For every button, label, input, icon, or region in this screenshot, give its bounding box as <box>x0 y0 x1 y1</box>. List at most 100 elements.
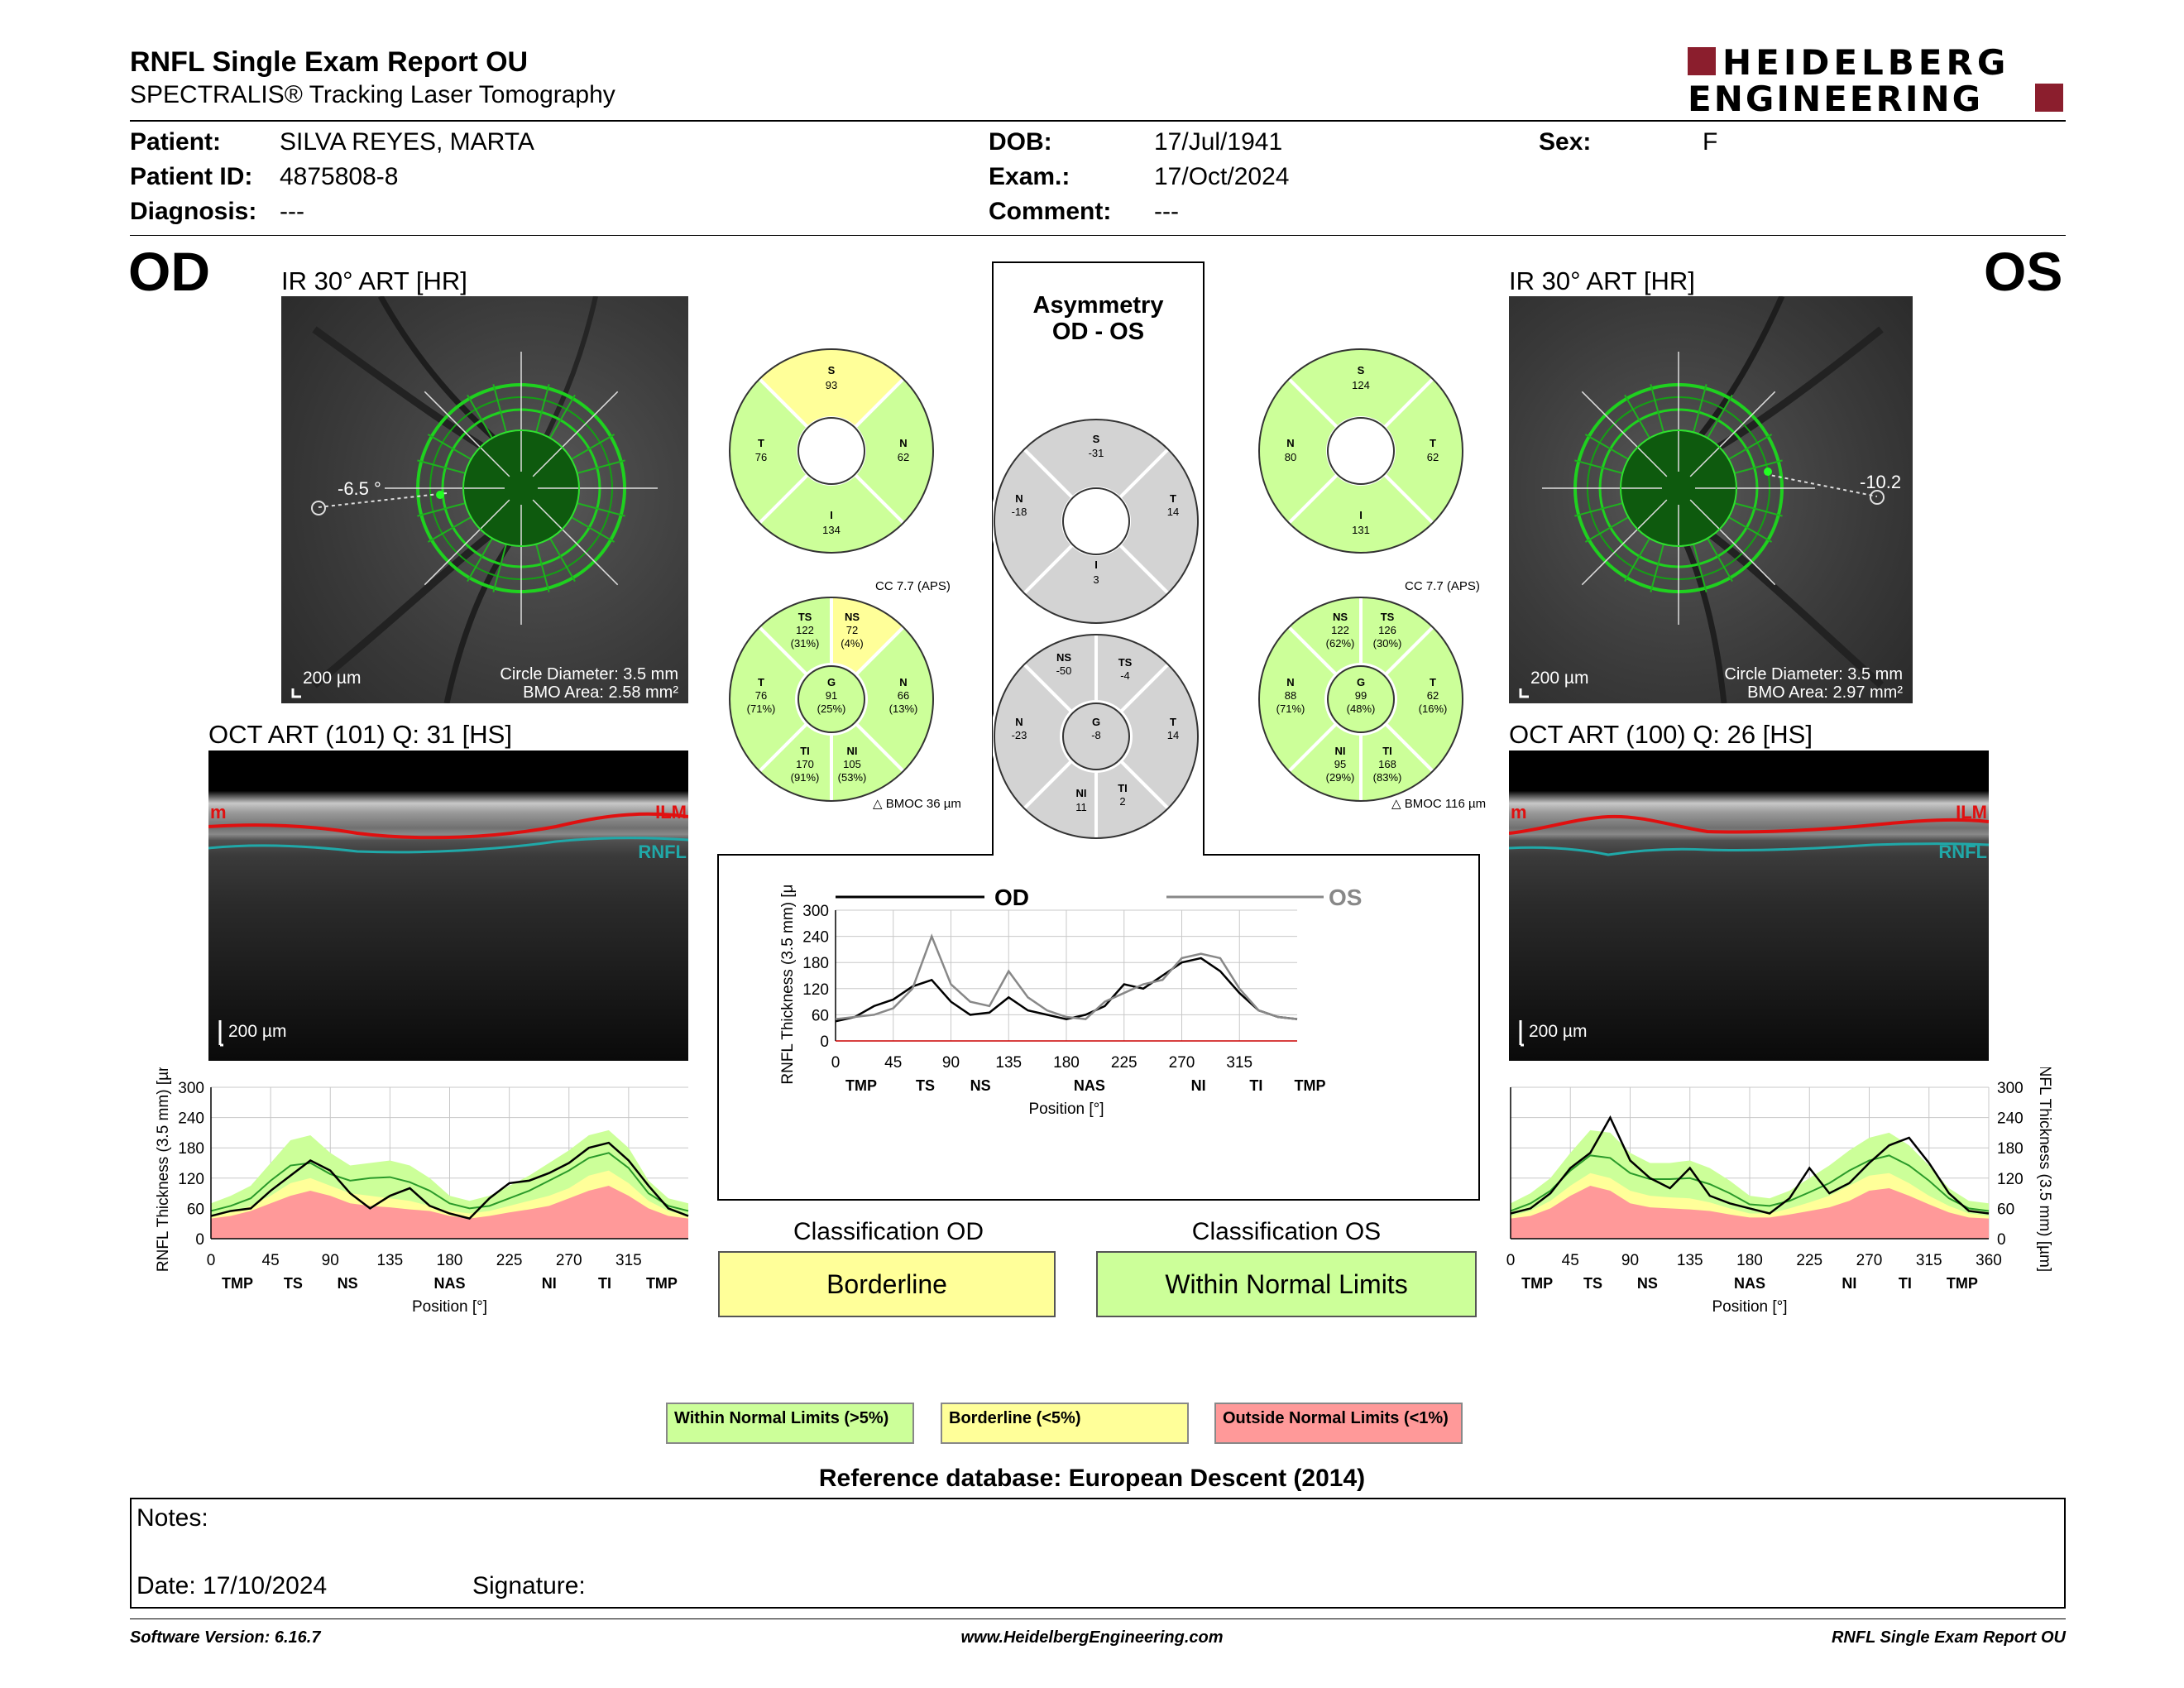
spoke-line <box>1581 391 1668 477</box>
y-tick-label: 300 <box>178 1080 204 1097</box>
os-n-label: N <box>1286 437 1294 449</box>
x-tick-label: 270 <box>1856 1252 1883 1269</box>
y-tick-label: 180 <box>1997 1140 2024 1158</box>
y-tick-label: 240 <box>1997 1110 2024 1128</box>
sex-label: Sex: <box>1539 128 1592 156</box>
spoke-line <box>535 544 550 592</box>
median-line <box>1510 1154 1990 1212</box>
spoke-line <box>577 459 625 474</box>
x-tick-label: 315 <box>1226 1054 1252 1072</box>
od-ilm-left: m <box>210 802 227 822</box>
asym-s-value: -31 <box>1089 447 1104 459</box>
x-tick-label: 270 <box>1169 1054 1195 1072</box>
x-tick-label: 225 <box>496 1252 523 1269</box>
os-t7-label: T <box>1430 676 1436 688</box>
x-tick-label: 90 <box>322 1252 339 1269</box>
diagnosis-value: --- <box>280 198 304 225</box>
od-rnfl-label: RNFL <box>638 842 687 862</box>
asym-ti-label: TI <box>1118 782 1128 794</box>
os-oct-overlay <box>1509 814 1989 1047</box>
logo-square-bottom <box>2035 84 2063 112</box>
sector-label: TI <box>1899 1275 1912 1292</box>
od-fundus-image: -6.5 ° 200 µm Circle Diameter: 3.5 mm BM… <box>281 296 688 703</box>
logo-text-bottom: ENGINEERING <box>1688 79 1984 119</box>
os-n7-label: N <box>1286 676 1294 688</box>
patient-id-label: Patient ID: <box>130 163 253 190</box>
od-oct-overlay <box>208 812 688 1047</box>
od-ts-label: TS <box>798 611 812 623</box>
os-angle-label: -10.2 <box>1860 472 1902 492</box>
y-tick-label: 300 <box>802 903 829 920</box>
asym-t7-value: 14 <box>1167 729 1179 741</box>
report-title: RNFL Single Exam Report OU <box>130 46 529 78</box>
x-tick-label: 360 <box>1976 1252 2002 1269</box>
dob-label: DOB: <box>989 128 1052 156</box>
os-sector-wheel-four: S 124 N 80 T 62 I 131 <box>1257 348 1464 554</box>
logo-text-top: HEIDELBERG <box>1722 42 2010 83</box>
footer-website[interactable]: www.HeidelbergEngineering.com <box>960 1628 1224 1647</box>
spoke-line <box>1734 459 1783 474</box>
os-ilm-label: ILM <box>1956 802 1987 822</box>
series-line-thickness <box>210 1141 689 1220</box>
os-scale-label: 200 µm <box>1530 669 1589 688</box>
os-ti-pct: (83%) <box>1373 771 1402 784</box>
report-subtitle: SPECTRALIS® Tracking Laser Tomography <box>130 81 615 108</box>
spoke-line <box>417 502 466 517</box>
exam-value: 17/Oct/2024 <box>1154 163 1290 190</box>
os-g-value: 99 <box>1355 689 1367 702</box>
footer-divider <box>130 1618 2066 1619</box>
asym-t7-label: T <box>1170 716 1176 728</box>
sector-label: TMP <box>1521 1275 1553 1292</box>
os-cc-label: CC 7.7 (APS) <box>1405 579 1480 593</box>
spoke-line <box>1689 391 1776 477</box>
spoke-line <box>424 499 510 586</box>
series-line-thickness <box>1510 1115 1990 1215</box>
od-n7-label: N <box>899 676 907 688</box>
asym-g-label: G <box>1092 716 1100 728</box>
od-g-pct: (25%) <box>817 703 846 715</box>
spoke-line <box>535 384 550 433</box>
od-ti-label: TI <box>800 745 810 757</box>
legend-od-label: OD <box>994 885 1029 910</box>
os-ti-label: TI <box>1382 745 1392 757</box>
spoke-line <box>549 538 576 583</box>
os-t-label: T <box>1430 437 1436 449</box>
spoke-line <box>571 434 615 460</box>
sector-label: NS <box>1637 1275 1658 1292</box>
od-ns-label: NS <box>845 611 860 623</box>
spoke-line <box>532 391 619 477</box>
od-g-value: 91 <box>826 689 837 702</box>
spoke-line <box>1693 544 1707 592</box>
diagnosis-label: Diagnosis: <box>130 198 257 225</box>
footer-report-name: RNFL Single Exam Report OU <box>1831 1628 2066 1647</box>
x-axis-label: Position [°] <box>1712 1298 1787 1316</box>
x-tick-label: 315 <box>1916 1252 1942 1269</box>
legend-within-normal: Within Normal Limits (>5%) <box>666 1403 914 1444</box>
os-ilm-left: m <box>1511 802 1527 822</box>
os-g-label: G <box>1357 676 1365 688</box>
x-tick-label: 180 <box>1736 1252 1763 1269</box>
band-outside-normal <box>211 1185 688 1239</box>
os-g-pct: (48%) <box>1347 703 1376 715</box>
logo-square-top <box>1688 47 1716 75</box>
spoke-line <box>427 434 472 460</box>
od-classification-title: Classification OD <box>793 1218 984 1245</box>
asym-i-value: 3 <box>1093 573 1099 586</box>
delta-icon: △ <box>1391 797 1401 811</box>
os-ni-pct: (29%) <box>1326 771 1355 784</box>
x-tick-label: 180 <box>1053 1054 1080 1072</box>
od-i-label: I <box>830 509 833 521</box>
od-s-label: S <box>828 364 836 376</box>
spoke-line <box>492 384 507 433</box>
os-n-value: 80 <box>1285 451 1296 463</box>
asym-g-value: -8 <box>1091 729 1101 741</box>
x-tick-label: 135 <box>995 1054 1022 1072</box>
spoke-line <box>1728 434 1773 460</box>
os-bmo-area: BMO Area: 2.97 mm² <box>1747 683 1903 702</box>
asymmetry-thickness-chart: 0 60 120 180 240 300 0 45 90 135 180 225 270 315 TMP TS… <box>779 885 1362 1118</box>
od-ts-pct: (31%) <box>791 637 820 650</box>
sector-label: TS <box>916 1077 935 1094</box>
median-line <box>210 1152 689 1212</box>
od-angle-label: -6.5 ° <box>338 478 381 499</box>
sector-label: TMP <box>646 1275 678 1292</box>
